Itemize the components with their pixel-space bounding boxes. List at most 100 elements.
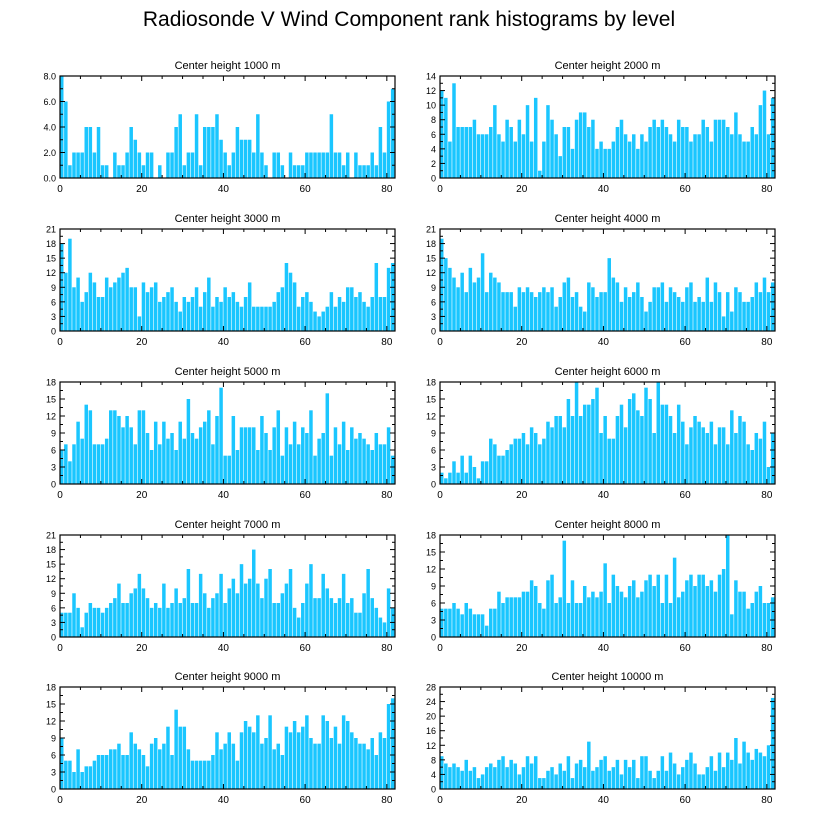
y-tick-label: 4 bbox=[431, 144, 436, 154]
bar bbox=[68, 238, 72, 331]
bar bbox=[117, 743, 121, 789]
bar bbox=[525, 444, 530, 484]
bar bbox=[705, 127, 710, 178]
bar bbox=[497, 134, 501, 178]
bar bbox=[717, 427, 722, 484]
bar bbox=[709, 421, 714, 484]
bar bbox=[113, 749, 117, 789]
bar bbox=[104, 755, 109, 789]
bar bbox=[305, 433, 309, 484]
bar bbox=[562, 282, 567, 331]
bar bbox=[288, 732, 293, 789]
bar bbox=[358, 292, 362, 331]
bar bbox=[676, 597, 681, 637]
bar bbox=[766, 745, 771, 789]
bar bbox=[738, 763, 742, 789]
bar bbox=[374, 755, 379, 789]
bar bbox=[497, 591, 501, 637]
bar bbox=[460, 770, 464, 789]
bar bbox=[301, 726, 305, 789]
y-tick-label: 12 bbox=[46, 717, 56, 727]
y-tick-label: 4.0 bbox=[43, 123, 56, 133]
bar bbox=[345, 287, 350, 331]
bar bbox=[730, 311, 734, 331]
bar bbox=[456, 472, 460, 484]
plot-frame bbox=[59, 75, 396, 179]
bar bbox=[476, 478, 481, 484]
bar bbox=[538, 170, 542, 178]
y-tick-label: 6 bbox=[51, 603, 56, 613]
bar bbox=[337, 152, 342, 178]
bar bbox=[317, 316, 321, 331]
bar bbox=[644, 141, 648, 178]
y-tick-label: 9 bbox=[431, 429, 436, 439]
bar bbox=[382, 738, 387, 789]
bar bbox=[321, 152, 325, 178]
y-tick-label: 6 bbox=[51, 297, 56, 307]
bar bbox=[268, 569, 272, 637]
bar bbox=[509, 444, 513, 484]
bar bbox=[309, 564, 313, 637]
bar bbox=[533, 97, 538, 178]
bar bbox=[611, 438, 616, 484]
bar bbox=[96, 444, 101, 484]
bar bbox=[681, 767, 685, 789]
bar bbox=[215, 593, 219, 637]
bar bbox=[615, 282, 620, 331]
bar bbox=[64, 272, 68, 331]
bar bbox=[738, 292, 742, 331]
bar bbox=[636, 282, 640, 331]
bar bbox=[243, 427, 248, 484]
bar bbox=[558, 416, 562, 484]
x-tick-label: 20 bbox=[136, 490, 148, 501]
bar bbox=[182, 598, 187, 637]
x-tick-label: 80 bbox=[381, 184, 393, 195]
bar bbox=[141, 755, 146, 789]
bar bbox=[178, 603, 182, 637]
bar bbox=[468, 455, 473, 484]
bar bbox=[578, 603, 583, 637]
bar bbox=[558, 763, 562, 789]
x-tick-label: 40 bbox=[598, 643, 610, 654]
bar bbox=[366, 306, 370, 331]
bar bbox=[370, 297, 374, 331]
bar bbox=[713, 591, 718, 637]
bar bbox=[121, 755, 125, 789]
bar bbox=[162, 743, 166, 789]
bar bbox=[615, 127, 620, 178]
bar bbox=[186, 399, 191, 484]
panel-7: Center height 7000 m 0 20 40 60 80 0 3 6 9 12 15 18 2… bbox=[46, 519, 396, 654]
bar bbox=[693, 586, 697, 637]
bar bbox=[709, 301, 714, 331]
bar bbox=[129, 732, 133, 789]
bar bbox=[529, 427, 534, 484]
y-tick-label: 2.0 bbox=[43, 148, 56, 158]
bar bbox=[468, 127, 473, 178]
bar bbox=[758, 438, 763, 484]
bar bbox=[489, 438, 493, 484]
bar bbox=[109, 749, 113, 789]
bar bbox=[472, 282, 477, 331]
bar bbox=[521, 591, 526, 637]
bar bbox=[272, 152, 276, 178]
bar bbox=[595, 597, 599, 637]
y-tick-label: 21 bbox=[426, 225, 436, 235]
bar bbox=[260, 416, 264, 484]
bar bbox=[100, 444, 105, 484]
bar bbox=[697, 297, 701, 331]
bar bbox=[113, 282, 117, 331]
bar bbox=[693, 134, 697, 178]
bar bbox=[738, 416, 742, 484]
bar bbox=[746, 301, 750, 331]
bar bbox=[640, 134, 644, 178]
bar bbox=[676, 119, 681, 178]
bar bbox=[231, 292, 236, 331]
y-tick-label: 18 bbox=[46, 545, 56, 555]
bar bbox=[664, 127, 669, 178]
bar bbox=[227, 297, 231, 331]
y-tick-label: 9 bbox=[431, 283, 436, 293]
bar bbox=[513, 597, 518, 637]
bar bbox=[354, 152, 358, 178]
bar bbox=[730, 759, 734, 789]
bar bbox=[284, 726, 289, 789]
